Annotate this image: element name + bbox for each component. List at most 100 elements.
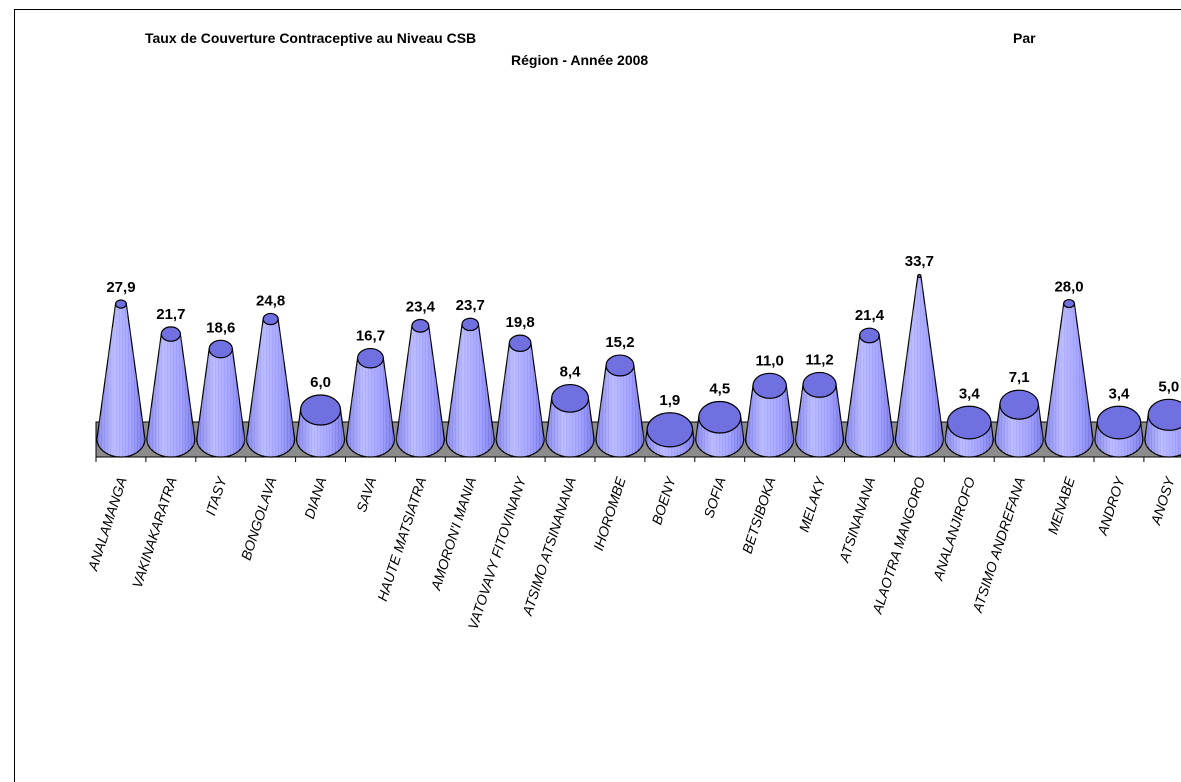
cone-top — [208, 339, 233, 359]
cone-bar — [495, 334, 545, 458]
category-label: ANALAMANGA — [84, 475, 130, 573]
cone-bar — [745, 372, 795, 458]
cone-top — [752, 372, 787, 399]
value-label: 23,7 — [456, 297, 485, 314]
cone-top — [299, 394, 342, 426]
cone-top — [605, 354, 635, 377]
cone-bar — [246, 312, 296, 458]
cone-bar — [146, 326, 196, 458]
category-label: ATSINANANA — [835, 475, 878, 565]
cone-bar — [345, 347, 396, 458]
category-label: SOFIA — [700, 475, 728, 520]
value-label: 1,9 — [659, 392, 680, 409]
value-label: 8,4 — [560, 364, 582, 381]
cone-bar — [445, 317, 495, 458]
value-label: 24,8 — [256, 292, 285, 309]
value-label: 11,0 — [755, 352, 783, 369]
cone-top — [946, 405, 992, 440]
cone-top — [999, 389, 1040, 420]
cone-texture — [595, 365, 644, 457]
cone-top — [114, 299, 127, 309]
value-label: 28,0 — [1054, 279, 1083, 296]
cone-bar — [595, 354, 645, 458]
value-label: 3,4 — [959, 385, 981, 402]
value-label: 19,8 — [506, 314, 535, 331]
cone-texture — [745, 385, 794, 457]
chart-border-top — [14, 9, 1181, 10]
category-label: ATSIMO ATSINANANA — [519, 475, 579, 618]
category-label: DIANA — [301, 475, 329, 521]
cone-top — [160, 326, 181, 342]
cone-bar — [1144, 398, 1181, 458]
cone-bar — [794, 371, 845, 458]
cone-top — [1096, 405, 1142, 440]
cone-texture — [895, 276, 944, 457]
cone-top — [859, 327, 880, 344]
cone-bar — [695, 400, 745, 458]
category-label: VAKINAKARATRA — [129, 475, 180, 590]
cone-texture — [496, 343, 545, 457]
cone-bar — [844, 327, 895, 458]
cone-bar — [994, 389, 1044, 458]
value-label: 4,5 — [709, 380, 730, 397]
value-label: 11,2 — [805, 351, 833, 368]
value-label: 3,4 — [1109, 385, 1131, 402]
value-label: 21,7 — [156, 306, 185, 323]
cone-top — [1147, 398, 1181, 431]
cone-texture — [96, 304, 145, 457]
cone-texture — [845, 335, 894, 457]
cone-bar — [545, 383, 595, 458]
cone-top — [698, 400, 742, 434]
category-label: ANOSY — [1147, 473, 1178, 527]
cone-bar — [295, 394, 346, 458]
category-label: AMORON'I MANIA — [427, 475, 479, 593]
category-label: ANDROY — [1094, 473, 1129, 537]
cone-texture — [196, 349, 245, 457]
cone-top — [411, 318, 430, 333]
category-label: IHOROMBE — [590, 474, 629, 552]
cone-texture — [146, 334, 195, 457]
category-label: MELAKY — [796, 473, 829, 534]
cone-top — [646, 412, 694, 448]
chart-title-line1: Taux de Couverture Contraceptive au Nive… — [145, 30, 477, 46]
cone-bar — [944, 405, 994, 458]
category-label: ALAOTRA MANGORO — [869, 475, 929, 617]
category-label: BONGOLAVA — [238, 475, 280, 562]
cone-top — [802, 371, 837, 398]
cone-texture — [446, 324, 495, 457]
category-label: MENABE — [1044, 474, 1078, 536]
value-label: 6,0 — [310, 374, 331, 391]
cone-texture — [246, 319, 295, 457]
value-label: 15,2 — [605, 334, 634, 351]
value-label: 33,7 — [905, 253, 934, 270]
category-label: ANALANJIROFO — [929, 475, 978, 583]
cone-top — [262, 312, 279, 326]
value-label: 7,1 — [1009, 369, 1030, 386]
cone-texture — [396, 325, 445, 457]
cone-bar — [395, 318, 445, 458]
cone-top — [356, 347, 384, 369]
cone-texture — [795, 384, 844, 457]
value-label: 23,4 — [406, 299, 436, 316]
cone-texture — [546, 398, 595, 457]
cone-top — [917, 273, 922, 279]
cone-bar — [1044, 298, 1094, 458]
category-label: BOENY — [648, 473, 679, 526]
cone-top — [508, 334, 532, 352]
category-label: HAUTE MATSIATRA — [374, 475, 429, 603]
value-label: 27,9 — [106, 279, 135, 296]
cone-texture — [346, 358, 395, 457]
chart-title-par: Par — [1013, 30, 1036, 46]
cone-bar — [1094, 405, 1144, 458]
chart-title-line2: Région - Année 2008 — [511, 52, 649, 68]
cone-bar — [96, 299, 146, 458]
value-label: 21,4 — [855, 307, 885, 324]
cone-texture — [995, 404, 1044, 457]
cone-bar — [196, 339, 246, 458]
cone-bar — [645, 412, 695, 458]
category-label: BETSIBOKA — [739, 475, 779, 555]
value-label: 16,7 — [356, 328, 385, 345]
cone-top — [461, 317, 480, 332]
category-label: ITASY — [202, 473, 230, 517]
category-label: ATSIMO ANDREFANA — [969, 475, 1028, 615]
